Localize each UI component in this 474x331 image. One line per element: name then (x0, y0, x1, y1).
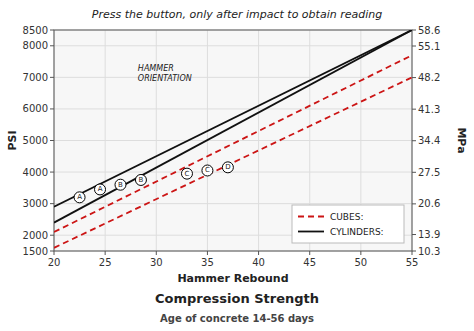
annotation-line: HAMMER (138, 64, 174, 73)
legend-label: CUBES: (330, 212, 363, 222)
y2-tick (412, 234, 416, 235)
plot-background (54, 30, 412, 251)
y-tick-label: 7000 (23, 72, 48, 83)
scatter-point (222, 162, 233, 173)
y-tick (50, 45, 54, 46)
series-line (54, 77, 412, 247)
y-tick-label: 2000 (23, 230, 48, 241)
point-label: B (139, 176, 144, 184)
y2-tick-label: 34.4 (418, 135, 440, 146)
series-line (54, 30, 412, 207)
grid-line-y (54, 203, 412, 204)
x-tick (258, 251, 259, 255)
grid-line-y (54, 45, 412, 46)
x-axis-label: Hammer Rebound (177, 272, 288, 285)
series-line (54, 30, 412, 223)
y-tick-label: 8500 (23, 25, 48, 36)
x-tick-label: 30 (150, 257, 163, 268)
legend-swatch (298, 231, 324, 233)
x-axis: 20 25 30 35 40 45 50 55 Hammer Rebound (48, 251, 419, 285)
point-label: D (225, 163, 230, 171)
scatter-point (135, 174, 146, 185)
x-tick-label: 45 (303, 257, 316, 268)
x-tick (360, 251, 361, 255)
x-tick (105, 251, 106, 255)
legend-label: CYLINDERS: (330, 227, 384, 237)
y2-tick-label: 48.2 (418, 72, 440, 83)
grid-line-y (54, 172, 412, 173)
y-tick (50, 108, 54, 109)
annotation-line: ORIENTATION (138, 74, 192, 83)
y2-tick (412, 30, 416, 31)
y2-tick-label: 27.5 (418, 167, 440, 178)
y-tick (50, 30, 54, 31)
y2-tick (412, 77, 416, 78)
footnote: Age of concrete 14-56 days (160, 313, 314, 324)
y2-tick-label: 10.3 (418, 246, 440, 257)
y-tick (50, 235, 54, 236)
x-tick (207, 251, 208, 255)
y-tick-label: 8000 (23, 40, 48, 51)
x-tick-label: 50 (354, 257, 367, 268)
chart: 20 25 30 35 40 45 50 55 Hammer Rebound 1500 2000 30… (0, 0, 474, 331)
x-tick-label: 25 (99, 257, 112, 268)
y2-tick-label: 13.9 (418, 229, 440, 240)
title: Press the button, only after impact to o… (92, 8, 382, 21)
annotations: HAMMERORIENTATION A A B B C C D (77, 64, 230, 201)
grid-line-y (54, 140, 412, 141)
y2-tick-label: 41.3 (418, 104, 440, 115)
annotation: HAMMERORIENTATION (138, 64, 192, 83)
legend-box (292, 205, 404, 243)
scatter-point (74, 192, 85, 203)
y2-tick-label: 58.6 (418, 25, 440, 36)
y-tick (50, 77, 54, 78)
point-label: C (185, 170, 190, 178)
x-tick (309, 251, 310, 255)
caption: Compression Strength (155, 291, 319, 306)
x-tick (54, 251, 55, 255)
y2-tick (412, 203, 416, 204)
y-tick-label: 6000 (23, 103, 48, 114)
grid (54, 30, 412, 251)
scatter-point (115, 179, 126, 190)
x-tick (412, 251, 413, 255)
y2-tick-label: 55.1 (418, 41, 440, 52)
scatter-point (202, 165, 213, 176)
y-tick (50, 172, 54, 173)
point-label: C (205, 166, 210, 174)
plot-area (54, 30, 412, 248)
plot-frame (54, 30, 412, 251)
legend-swatch (298, 216, 324, 218)
y-tick-label: 1500 (23, 246, 48, 257)
y-tick-label: 5000 (23, 135, 48, 146)
y-axis-label: PSI (6, 130, 19, 150)
x-tick-label: 35 (201, 257, 214, 268)
y-tick (50, 251, 54, 252)
point-label: B (118, 181, 123, 189)
y-axis: 1500 2000 3000 4000 5000 6000 7000 8000 8500 PSI (6, 25, 55, 257)
x-tick-label: 55 (406, 257, 419, 268)
x-tick (156, 251, 157, 255)
legend: CUBES: CYLINDERS: (292, 205, 404, 243)
x-tick-label: 20 (48, 257, 61, 268)
y2-tick (412, 172, 416, 173)
grid-line-y (54, 108, 412, 109)
grid-line-y (54, 77, 412, 78)
point-label: A (77, 193, 82, 201)
x-tick-label: 40 (252, 257, 265, 268)
y-tick-label: 4000 (23, 167, 48, 178)
scatter-point (181, 168, 192, 179)
y2-tick (412, 109, 416, 110)
y2-tick (412, 46, 416, 47)
y-tick-label: 3000 (23, 198, 48, 209)
y2-axis: 10.3 13.9 20.6 27.5 34.4 41.3 48.2 55.1 58.6 MPa (412, 25, 468, 257)
y2-tick (412, 251, 416, 252)
y2-tick-label: 20.6 (418, 198, 440, 209)
y2-tick (412, 140, 416, 141)
y-tick (50, 140, 54, 141)
scatter-point (95, 184, 106, 195)
point-label: A (98, 185, 103, 193)
y-tick (50, 203, 54, 204)
y2-axis-label: MPa (455, 127, 468, 153)
